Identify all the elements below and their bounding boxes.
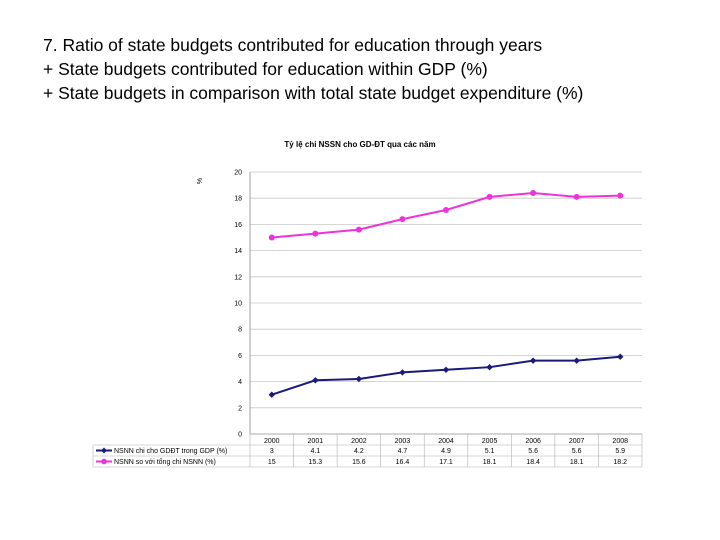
y-tick-label: 2 [238, 405, 242, 412]
chart-title: Tỷ lệ chi NSSN cho GD-ĐT qua các năm [284, 140, 435, 149]
y-tick-label: 6 [238, 353, 242, 360]
y-tick-label: 0 [238, 432, 242, 439]
legend-key-marker [101, 458, 107, 465]
y-tick-label: 16 [234, 222, 242, 229]
data-point [355, 226, 362, 233]
legend-key-marker [101, 447, 107, 454]
data-label: 4.7 [398, 448, 408, 455]
data-point [399, 369, 406, 376]
x-tick-label: 2000 [264, 438, 280, 445]
data-point [268, 391, 275, 398]
data-point [529, 357, 537, 364]
slide-title: 7. Ratio of state budgets contributed fo… [43, 35, 543, 55]
x-tick-label: 2001 [308, 438, 324, 445]
x-tick-label: 2007 [569, 438, 585, 445]
legend-label: NSNN so với tổng chi NSNN (%) [114, 458, 216, 466]
data-label: 4.9 [441, 448, 451, 455]
y-tick-label: 12 [234, 274, 242, 281]
series-line-2 [271, 191, 621, 239]
data-label: 18.1 [570, 459, 584, 466]
data-point [268, 234, 275, 241]
data-point [443, 206, 449, 213]
legend-label: NSNN chi cho GDĐT trong GDP (%) [114, 448, 227, 455]
data-label: 5.6 [572, 448, 582, 455]
x-tick-label: 2008 [612, 438, 628, 445]
y-tick-label: 4 [238, 379, 242, 386]
data-label: 5.1 [485, 448, 495, 455]
y-tick-label: 18 [234, 196, 242, 203]
y-tick-label: 20 [234, 170, 242, 177]
data-label: 17.1 [439, 459, 453, 466]
data-point [442, 366, 450, 374]
data-point [617, 353, 624, 360]
data-label: 18.2 [613, 459, 627, 466]
y-axis-label: % [197, 178, 204, 184]
data-point [399, 216, 406, 223]
data-point [486, 363, 493, 371]
data-point [486, 193, 493, 200]
bullet-gdp: + State budgets contributed for educatio… [43, 59, 488, 79]
data-label: 4.1 [310, 448, 320, 455]
data-point [312, 377, 319, 384]
data-label: 4.2 [354, 448, 364, 455]
data-label: 3 [270, 448, 274, 455]
series-line-1 [271, 355, 621, 396]
slide-text: 7. Ratio of state budgets contributed fo… [43, 33, 703, 105]
y-tick-label: 10 [234, 301, 242, 308]
data-label: 16.4 [396, 459, 410, 466]
data-label: 15.3 [309, 459, 323, 466]
data-point [530, 189, 537, 196]
data-point [573, 357, 580, 364]
y-tick-label: 14 [234, 248, 242, 255]
x-tick-label: 2005 [482, 438, 498, 445]
data-label: 5.6 [528, 448, 538, 455]
x-tick-label: 2002 [351, 438, 367, 445]
y-tick-label: 8 [238, 327, 242, 334]
data-label: 15.6 [352, 459, 366, 466]
x-tick-label: 2003 [395, 438, 411, 445]
data-label: 5.9 [615, 448, 625, 455]
data-point [617, 192, 624, 199]
data-label: 18.4 [526, 459, 540, 466]
data-point [573, 193, 580, 200]
data-label: 18.1 [483, 459, 497, 466]
data-point [355, 375, 363, 383]
bullet-expenditure: + State budgets in comparison with total… [43, 83, 584, 103]
data-point [312, 230, 319, 237]
data-label: 15 [268, 459, 276, 466]
x-tick-label: 2006 [525, 438, 541, 445]
x-tick-label: 2004 [438, 438, 454, 445]
